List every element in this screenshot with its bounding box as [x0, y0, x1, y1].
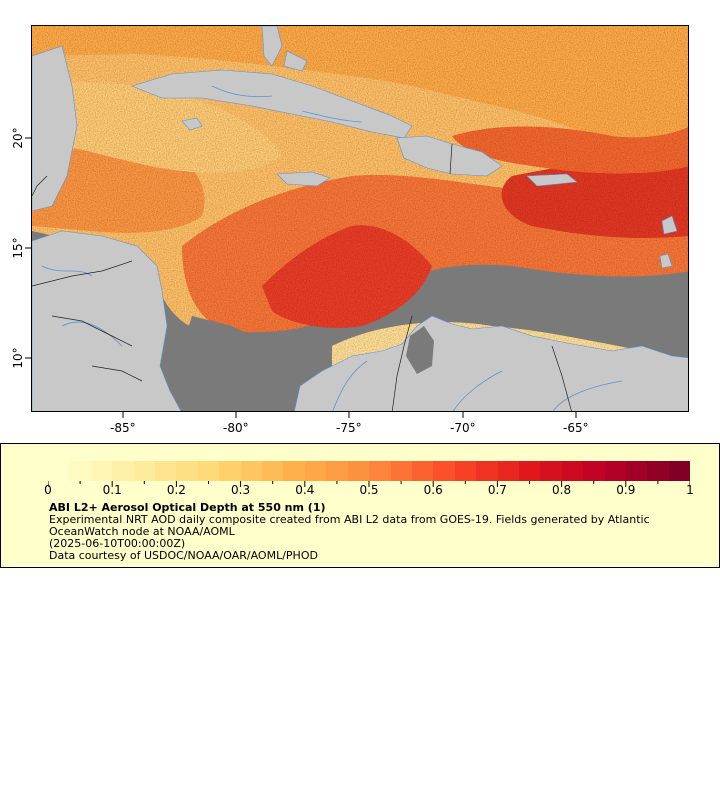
colorbar-segment: [347, 461, 370, 481]
colorbar-tick-label: 0.5: [359, 483, 379, 497]
colorbar-segment: [433, 461, 455, 481]
colorbar-tick-label: 0.2: [166, 483, 186, 497]
colorbar-segment: [390, 461, 412, 481]
colorbar-tick-label: 0.6: [423, 483, 443, 497]
colorbar-segment: [647, 461, 669, 481]
colorbar-segment: [476, 461, 498, 481]
colorbar-tick-label: 0.8: [552, 483, 572, 497]
gulf-of-panama-water: [172, 316, 292, 411]
y-tick-label: 15°: [11, 237, 25, 259]
colorbar-segment: [604, 461, 626, 481]
colorbar-tick-label: 0: [44, 483, 52, 497]
map-image: [32, 26, 688, 411]
rivers: [41, 85, 623, 411]
colorbar-segment: [133, 461, 156, 481]
land-masses: [32, 26, 688, 411]
colorbar: [48, 461, 691, 481]
x-tick-label: -85°: [110, 421, 136, 435]
colorbar-segment: [262, 461, 284, 481]
colorbar-segment: [540, 461, 562, 481]
country-borders: [32, 143, 572, 411]
colorbar-ticks: [48, 481, 690, 487]
aod-field: [32, 26, 688, 373]
colorbar-segment: [411, 461, 434, 481]
colorbar-tick-label: 1: [686, 483, 694, 497]
colorbar-segment: [219, 461, 241, 481]
colorbar-segment: [583, 461, 605, 481]
colorbar-segment: [90, 461, 113, 481]
x-tick-label: -80°: [223, 421, 249, 435]
colorbar-segment: [48, 461, 70, 481]
y-tick-label: 20°: [11, 127, 25, 149]
legend-title: ABI L2+ Aerosol Optical Depth at 550 nm …: [49, 501, 326, 514]
colorbar-tick-label: 0.7: [487, 483, 507, 497]
colorbar-segment: [625, 461, 648, 481]
x-tick-label: -70°: [450, 421, 476, 435]
colorbar-segment: [369, 461, 391, 481]
colorbar-segment: [326, 461, 348, 481]
colorbar-segment: [176, 461, 198, 481]
legend-time: (2025-06-10T00:00:00Z): [49, 537, 186, 550]
colorbar-segment: [561, 461, 584, 481]
colorbar-segment: [112, 461, 134, 481]
colorbar-segment: [668, 461, 691, 481]
colorbar-segment: [518, 461, 541, 481]
colorbar-tick-label: 0.3: [231, 483, 251, 497]
y-tick-label: 10°: [11, 347, 25, 369]
x-tick-label: -65°: [563, 421, 589, 435]
x-tick-label: -75°: [336, 421, 362, 435]
colorbar-segment: [304, 461, 327, 481]
legend-description: Experimental NRT AOD daily composite cre…: [49, 513, 650, 526]
lake-maracaibo: [406, 326, 434, 374]
colorbar-segment: [69, 461, 91, 481]
legend-credit: Data courtesy of USDOC/NOAA/OAR/AOML/PHO…: [49, 549, 318, 562]
colorbar-segment: [454, 461, 477, 481]
colorbar-segment: [240, 461, 263, 481]
colorbar-tick-label: 0.9: [616, 483, 636, 497]
colorbar-tick-label: 0.1: [102, 483, 122, 497]
legend-panel: 0 0.1 0.2 0.3 0.4 0.5 0.6 0.7 0.8 0.9 1 …: [0, 443, 720, 568]
map-plot-area: [31, 25, 689, 412]
colorbar-segment: [283, 461, 305, 481]
colorbar-segment: [197, 461, 220, 481]
legend-description-cont: OceanWatch node at NOAA/AOML: [49, 525, 235, 538]
colorbar-segment: [497, 461, 519, 481]
colorbar-segment: [155, 461, 177, 481]
colorbar-tick-label: 0.4: [295, 483, 315, 497]
axis-ticks: [25, 137, 577, 418]
